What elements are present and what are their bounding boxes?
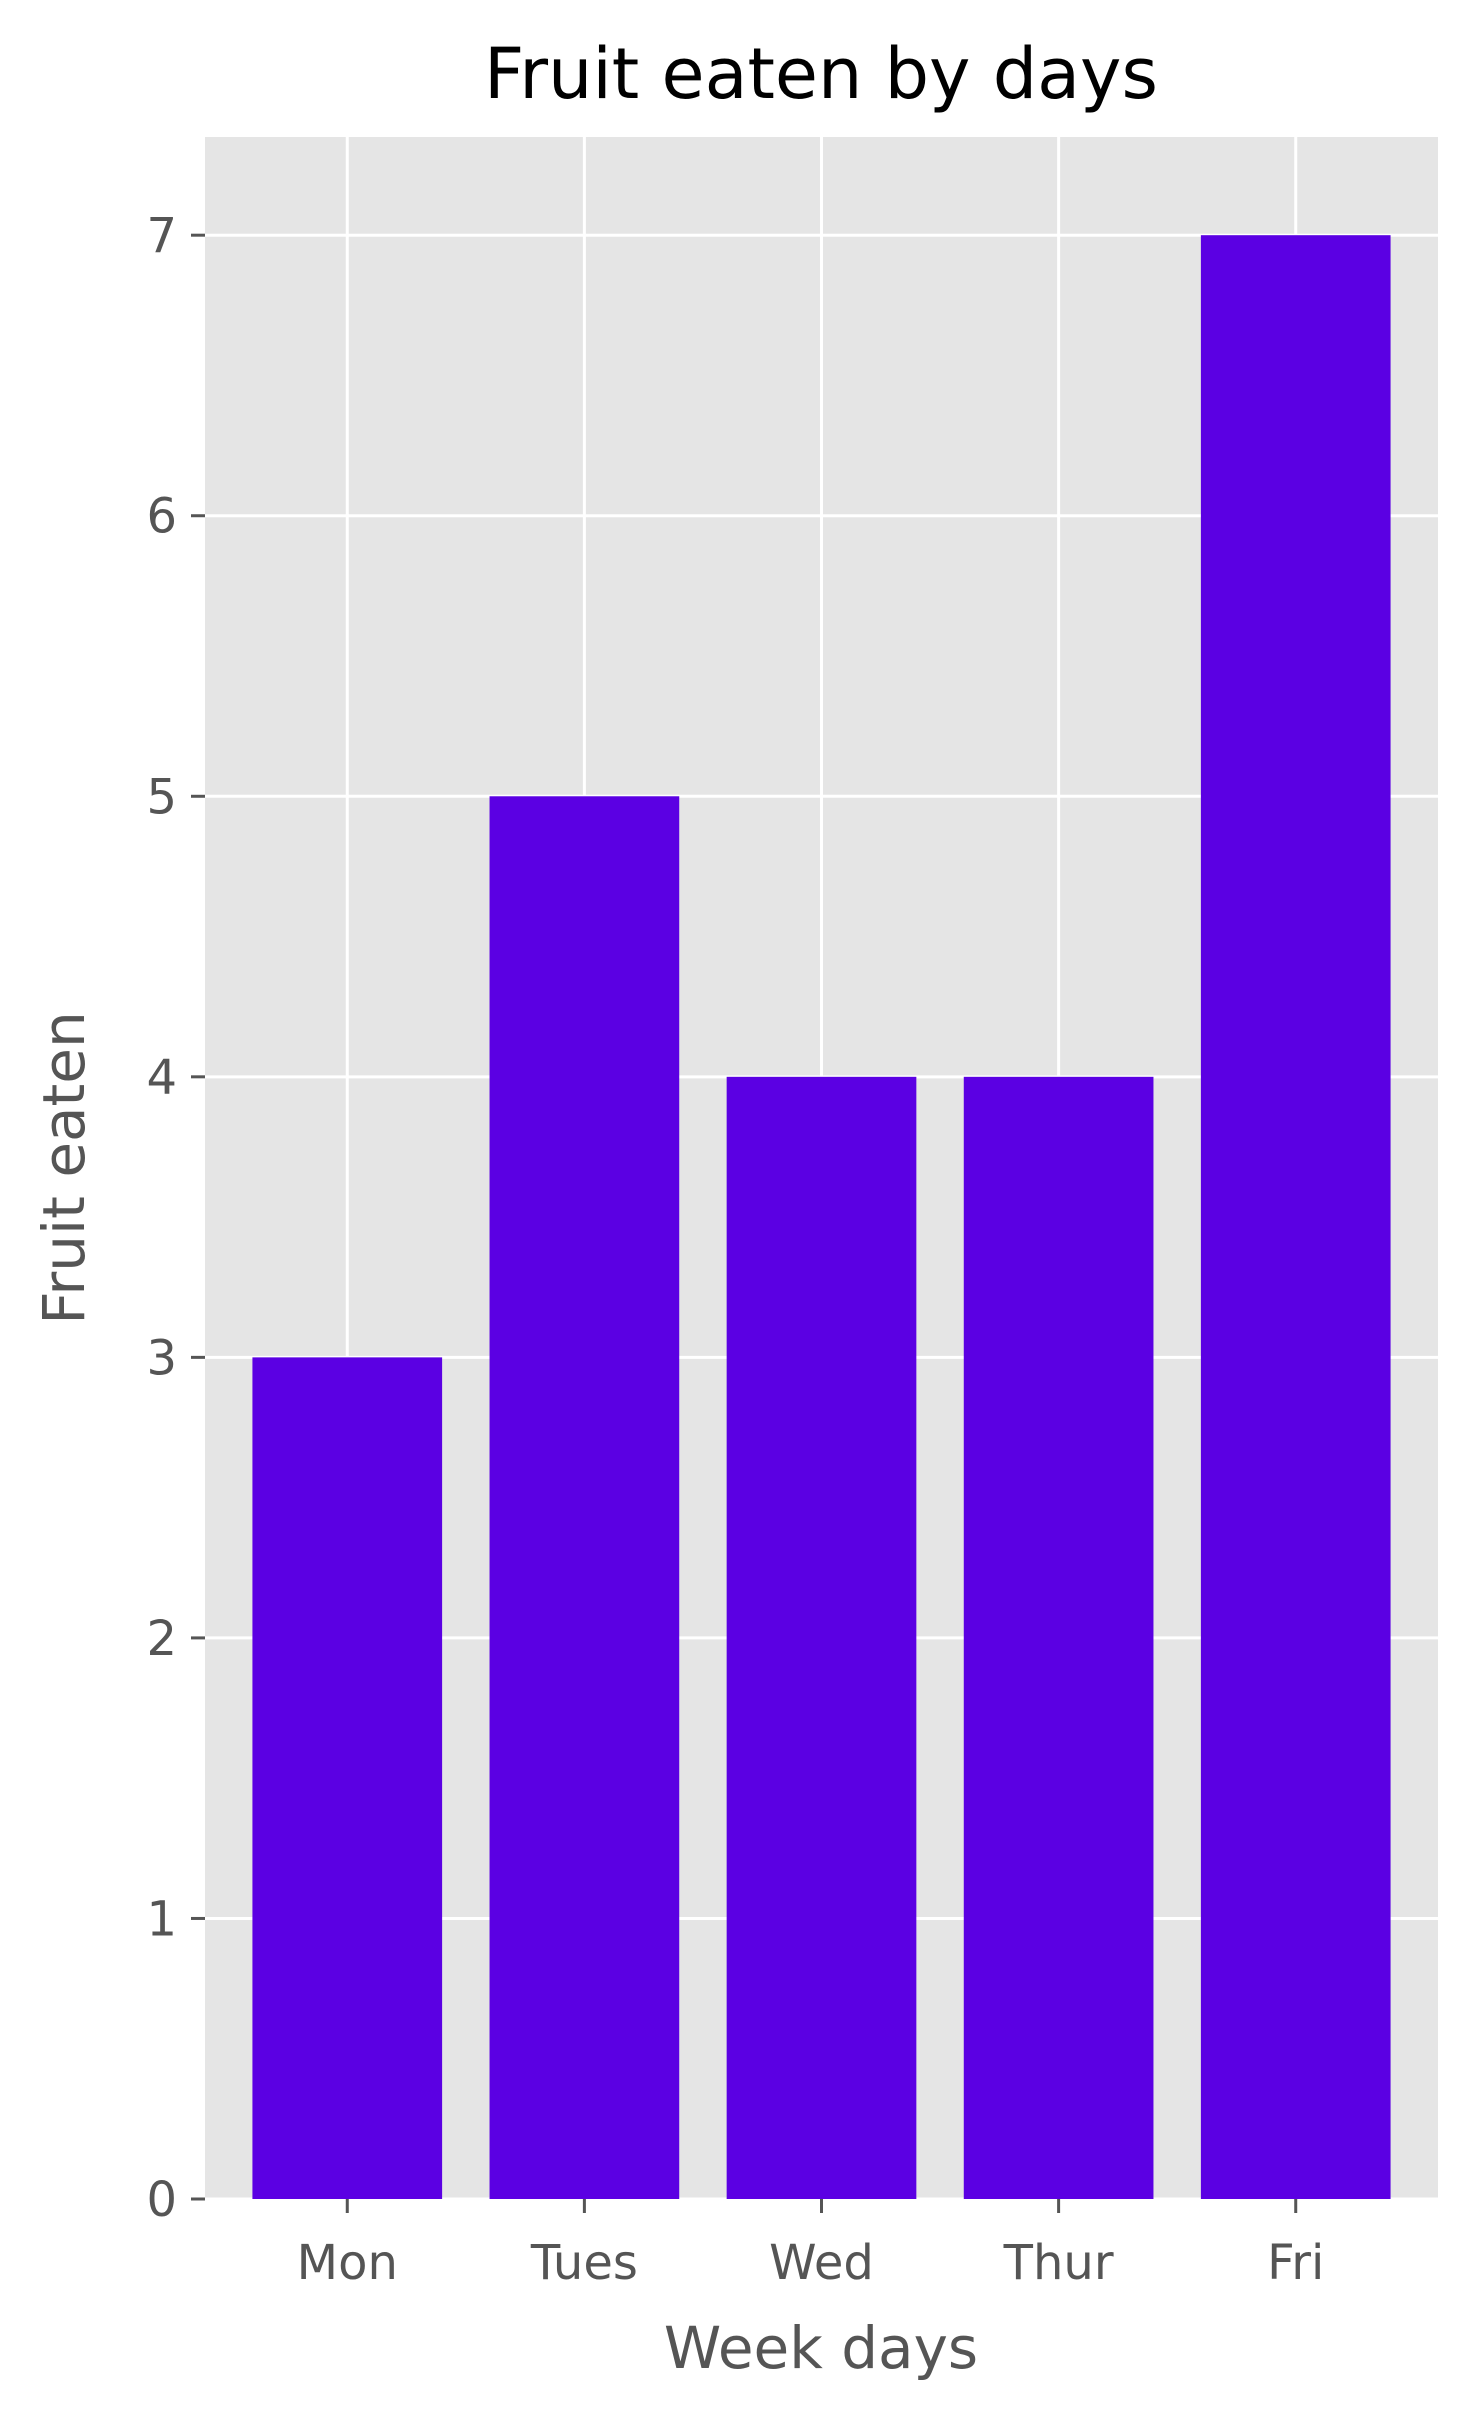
y-axis-title: Fruit eaten	[30, 1011, 98, 1324]
y-tick-label: 0	[146, 2172, 177, 2228]
y-tick-label: 7	[146, 208, 177, 264]
y-axis: 0 1 2 3 4 5 6 7	[146, 208, 205, 2228]
y-tick-label: 4	[146, 1050, 177, 1106]
y-tick-label: 2	[146, 1611, 177, 1667]
x-tick-label: Tues	[530, 2235, 638, 2291]
x-tick-label: Fri	[1267, 2235, 1324, 2291]
bar-thur	[963, 1076, 1154, 2199]
y-tick-label: 3	[146, 1330, 177, 1386]
bar-wed	[726, 1076, 917, 2199]
x-tick-label: Thur	[1003, 2235, 1114, 2291]
x-axis-title: Week days	[664, 2314, 978, 2382]
y-tick-label: 5	[146, 769, 177, 825]
y-tick-label: 6	[146, 489, 177, 545]
x-tick-label: Wed	[769, 2235, 874, 2291]
bar-fri	[1200, 235, 1391, 2200]
bars	[252, 235, 1391, 2200]
chart-title: Fruit eaten by days	[484, 33, 1158, 115]
bar-mon	[252, 1357, 443, 2199]
y-tick-label: 1	[146, 1891, 177, 1947]
bar-tues	[489, 796, 680, 2199]
x-tick-label: Mon	[297, 2235, 398, 2291]
x-axis: Mon Tues Wed Thur Fri	[297, 2199, 1324, 2291]
